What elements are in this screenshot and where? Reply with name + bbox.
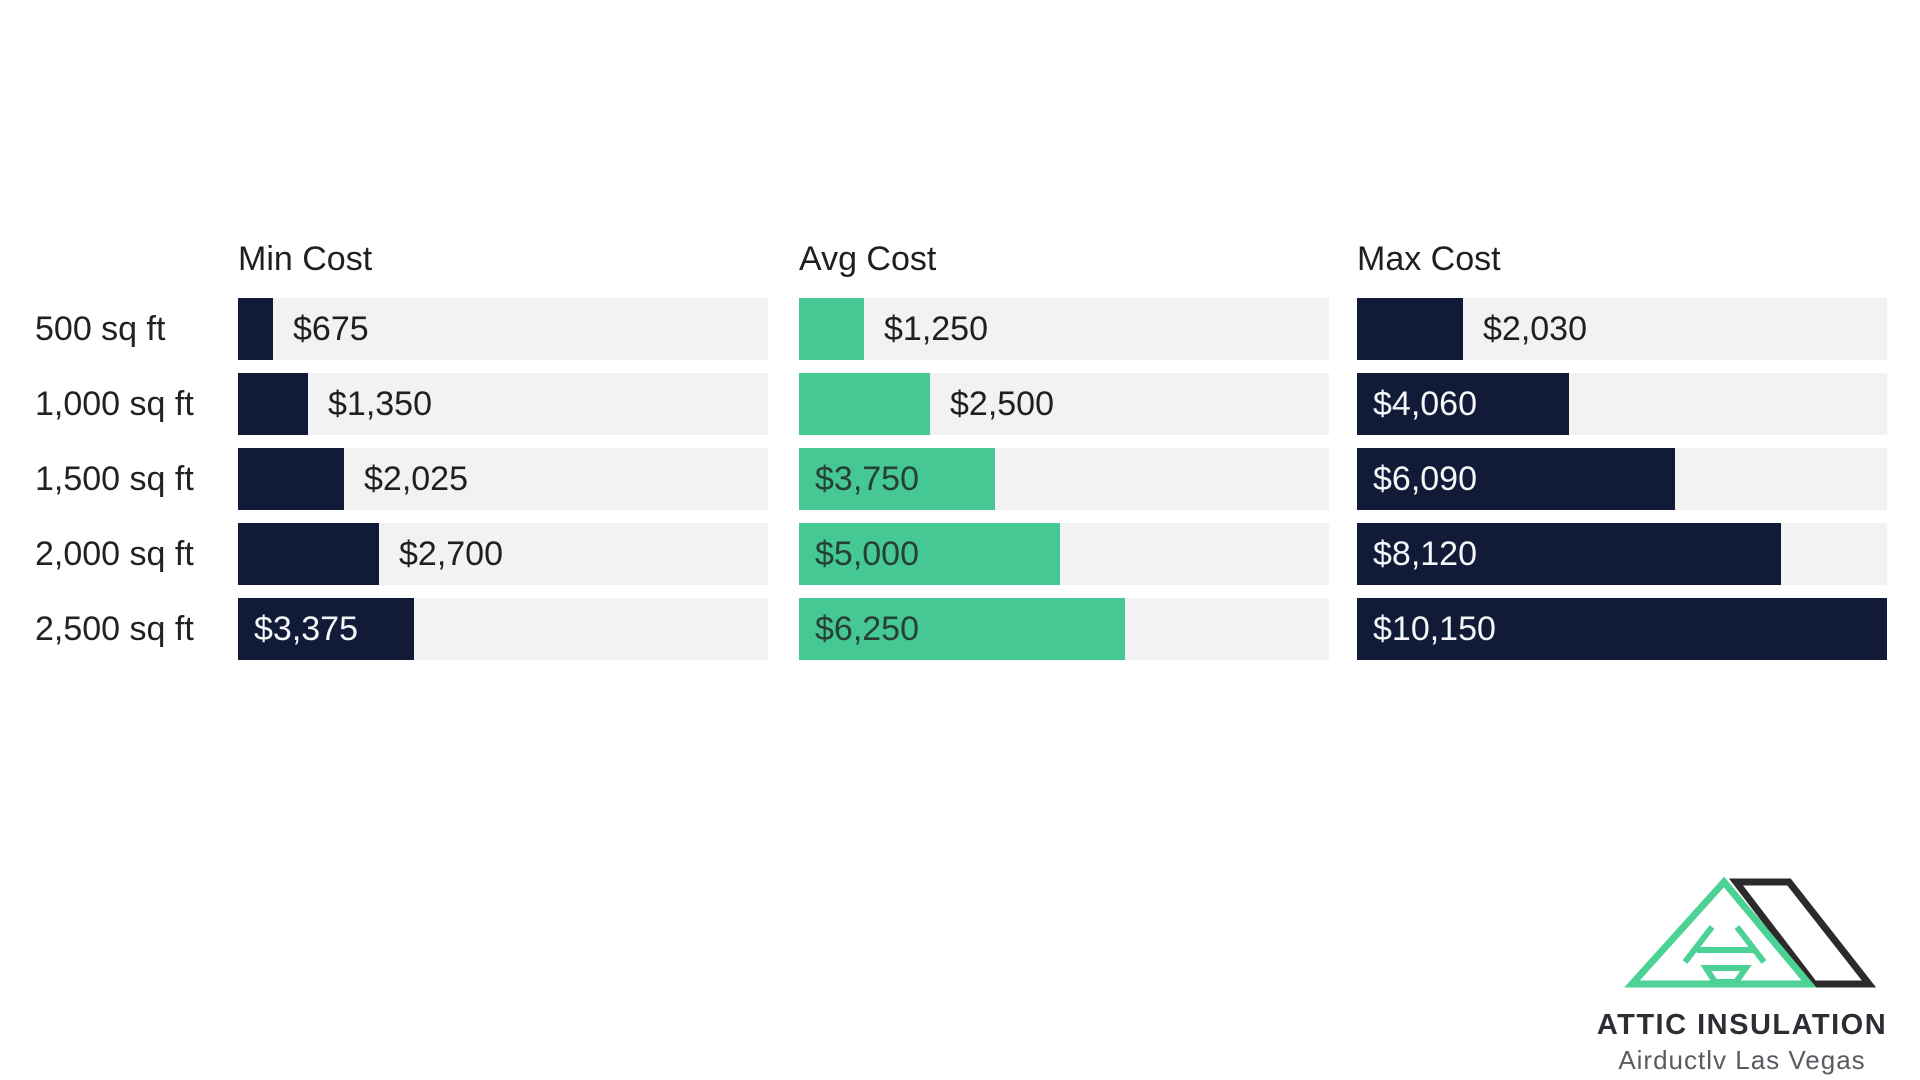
bar-value-label-avg-cost-1-500-sq-ft: $3,750 xyxy=(815,459,919,498)
attic-insulation-triangle-logo-icon xyxy=(1624,876,1877,988)
row-label-500-sq-ft: 500 sq ft xyxy=(35,309,166,348)
brand-logo: ATTIC INSULATION Airductlv Las Vegas xyxy=(1582,872,1902,1076)
row-label-2-500-sq-ft: 2,500 sq ft xyxy=(35,609,194,648)
bar-value-label-avg-cost-2-500-sq-ft: $6,250 xyxy=(815,609,919,648)
bar-value-label-max-cost-1-500-sq-ft: $6,090 xyxy=(1373,459,1477,498)
bar-value-label-avg-cost-2-000-sq-ft: $5,000 xyxy=(815,534,919,573)
bar-fill-max-cost-1-500-sq-ft xyxy=(1357,448,1675,510)
logo-inner-trapezoid xyxy=(1700,965,1752,985)
bar-fill-avg-cost-1-000-sq-ft xyxy=(799,373,930,435)
bar-value-label-max-cost-1-000-sq-ft: $4,060 xyxy=(1373,384,1477,423)
bar-track-min-cost-1-000-sq-ft xyxy=(238,373,768,435)
bar-value-label-min-cost-500-sq-ft: $675 xyxy=(293,309,369,348)
bar-fill-max-cost-2-000-sq-ft xyxy=(1357,523,1781,585)
logo-inner-left-leg xyxy=(1682,925,1715,964)
bar-fill-min-cost-1-500-sq-ft xyxy=(238,448,344,510)
bar-value-label-max-cost-2-000-sq-ft: $8,120 xyxy=(1373,534,1477,573)
bar-fill-avg-cost-2-000-sq-ft xyxy=(799,523,1060,585)
row-label-2-000-sq-ft: 2,000 sq ft xyxy=(35,534,194,573)
logo-inner-right-leg xyxy=(1734,925,1767,964)
bar-track-min-cost-500-sq-ft xyxy=(238,298,768,360)
bar-fill-min-cost-2-500-sq-ft xyxy=(238,598,414,660)
brand-tagline: Airductlv Las Vegas xyxy=(1618,1045,1866,1075)
bar-track-avg-cost-500-sq-ft xyxy=(799,298,1329,360)
column-header-min-cost: Min Cost xyxy=(238,240,373,278)
brand-name: ATTIC INSULATION xyxy=(1596,1009,1888,1041)
bar-value-label-min-cost-1-500-sq-ft: $2,025 xyxy=(364,459,468,498)
bar-fill-min-cost-1-000-sq-ft xyxy=(238,373,308,435)
bar-fill-max-cost-1-000-sq-ft xyxy=(1357,373,1569,435)
bar-value-label-min-cost-1-000-sq-ft: $1,350 xyxy=(328,384,432,423)
column-header-avg-cost: Avg Cost xyxy=(799,240,937,278)
row-label-1-500-sq-ft: 1,500 sq ft xyxy=(35,459,194,498)
bar-fill-avg-cost-1-500-sq-ft xyxy=(799,448,995,510)
bar-value-label-avg-cost-1-000-sq-ft: $2,500 xyxy=(950,384,1054,423)
logo-shadow-ribbon xyxy=(1728,878,1877,988)
bar-fill-avg-cost-500-sq-ft xyxy=(799,298,864,360)
bar-value-label-min-cost-2-500-sq-ft: $3,375 xyxy=(254,609,358,648)
row-label-1-000-sq-ft: 1,000 sq ft xyxy=(35,384,194,423)
bar-fill-min-cost-500-sq-ft xyxy=(238,298,273,360)
bar-fill-max-cost-500-sq-ft xyxy=(1357,298,1463,360)
bar-value-label-max-cost-2-500-sq-ft: $10,150 xyxy=(1373,609,1496,648)
column-header-max-cost: Max Cost xyxy=(1357,240,1501,278)
bar-fill-max-cost-2-500-sq-ft xyxy=(1357,598,1887,660)
bar-value-label-max-cost-500-sq-ft: $2,030 xyxy=(1483,309,1587,348)
bar-fill-min-cost-2-000-sq-ft xyxy=(238,523,379,585)
bar-value-label-avg-cost-500-sq-ft: $1,250 xyxy=(884,309,988,348)
bar-fill-avg-cost-2-500-sq-ft xyxy=(799,598,1125,660)
bar-value-label-min-cost-2-000-sq-ft: $2,700 xyxy=(399,534,503,573)
